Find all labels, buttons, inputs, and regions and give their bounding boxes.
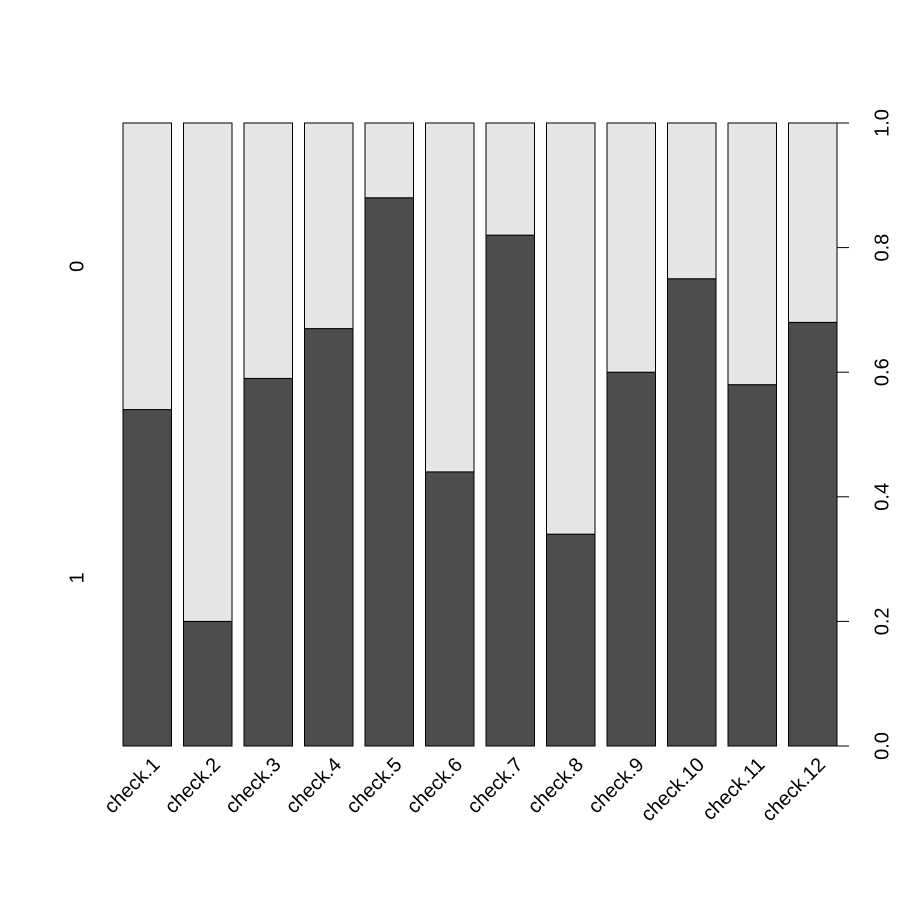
bar-segment (364, 122, 414, 199)
bar-segment (606, 122, 656, 373)
x-tick-label: check.10 (637, 754, 709, 826)
y-tick-label: 0.4 (871, 483, 893, 511)
bar-segment (122, 409, 172, 747)
bar-segment (546, 122, 596, 535)
x-tick-label: check.3 (221, 754, 285, 818)
bar-segment (304, 122, 354, 330)
bar-segment (485, 234, 535, 747)
bar-segment (425, 122, 475, 473)
bar-segment (606, 371, 656, 747)
bar-segment (667, 278, 717, 747)
bar-segment (485, 122, 535, 236)
bar-segment (546, 533, 596, 747)
y-tick-label: 0.0 (871, 732, 893, 760)
bar-segment (425, 471, 475, 747)
bar-segment (727, 384, 777, 747)
bar-segment (727, 122, 777, 386)
bar-segment (183, 620, 233, 747)
bar-segment (364, 197, 414, 747)
bar-segment (243, 377, 293, 747)
x-tick-label: check.11 (698, 754, 769, 825)
bar-segment (788, 122, 838, 323)
bar-segment (243, 122, 293, 379)
x-tick-label: check.1 (100, 754, 164, 818)
bar-segment (667, 122, 717, 280)
x-tick-label: check.5 (342, 754, 406, 818)
series-label: 0 (66, 261, 88, 272)
x-tick-label: check.4 (282, 754, 346, 818)
bar-segment (183, 122, 233, 622)
x-tick-label: check.8 (524, 754, 588, 818)
bar-segment (122, 122, 172, 411)
bar-segment (304, 328, 354, 747)
x-tick-label: check.2 (161, 754, 225, 818)
y-tick-label: 0.6 (871, 358, 893, 386)
x-tick-label: check.6 (403, 754, 467, 818)
series-label: 1 (66, 572, 88, 583)
x-tick-label: check.12 (758, 754, 830, 826)
bar-segment (788, 321, 838, 747)
y-tick-label: 0.2 (871, 607, 893, 635)
x-tick-label: check.7 (463, 754, 527, 818)
y-tick-label: 1.0 (871, 109, 893, 137)
y-tick-label: 0.8 (871, 234, 893, 262)
